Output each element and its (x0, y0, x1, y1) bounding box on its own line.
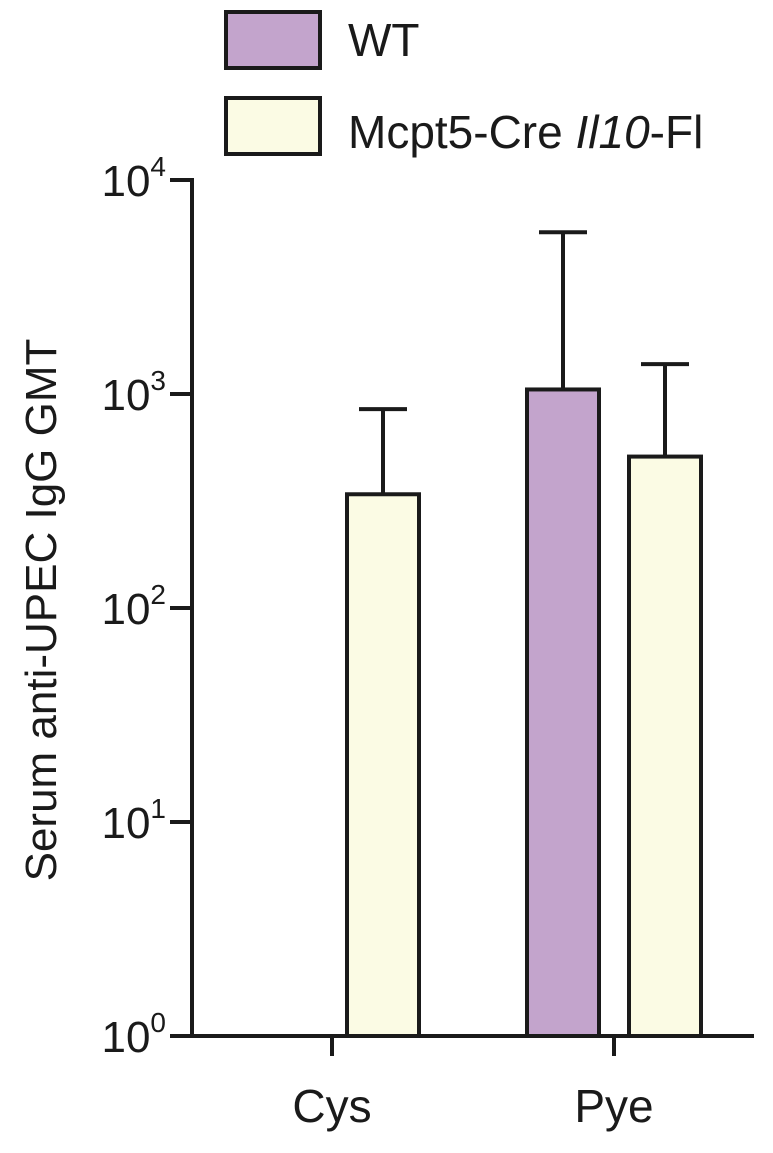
bar (525, 387, 601, 1038)
y-tick-label: 102 (101, 579, 166, 634)
y-tick-label-base: 10 (101, 371, 150, 420)
bar (345, 492, 421, 1039)
y-tick-label-exponent: 2 (150, 579, 166, 610)
y-axis-title: Serum anti-UPEC IgG GMT (17, 339, 66, 882)
legend-label-mcpt5: Mcpt5-Cre Il10-Fl (348, 106, 703, 158)
legend-swatch-wt (224, 10, 322, 70)
y-tick-label: 103 (101, 365, 166, 420)
legend-label-wt: WT (348, 14, 420, 66)
y-tick-label-base: 10 (101, 157, 150, 206)
y-tick-label-base: 10 (101, 799, 150, 848)
y-tick-label-base: 10 (101, 1013, 150, 1062)
y-tick-label-exponent: 1 (150, 793, 166, 824)
y-tick-label-exponent: 0 (150, 1007, 166, 1038)
legend-label-part: Mcpt5-Cre (348, 106, 575, 158)
bar (627, 454, 703, 1039)
y-tick-label-base: 10 (101, 585, 150, 634)
y-tick-label: 100 (101, 1007, 166, 1062)
y-tick-label-exponent: 4 (150, 151, 166, 182)
x-tick-label: Pye (574, 1080, 653, 1132)
legend-label-part: -Fl (650, 106, 704, 158)
legend-label-italic-part: Il10 (575, 106, 650, 158)
legend: WT Mcpt5-Cre Il10-Fl (224, 10, 703, 158)
y-tick-label-exponent: 3 (150, 365, 166, 396)
x-tick-label: Cys (292, 1080, 371, 1132)
error-bars (359, 230, 689, 495)
bars (345, 387, 703, 1039)
y-tick-label: 104 (101, 151, 166, 206)
legend-swatch-mcpt5 (224, 96, 322, 156)
y-tick-label: 101 (101, 793, 166, 848)
